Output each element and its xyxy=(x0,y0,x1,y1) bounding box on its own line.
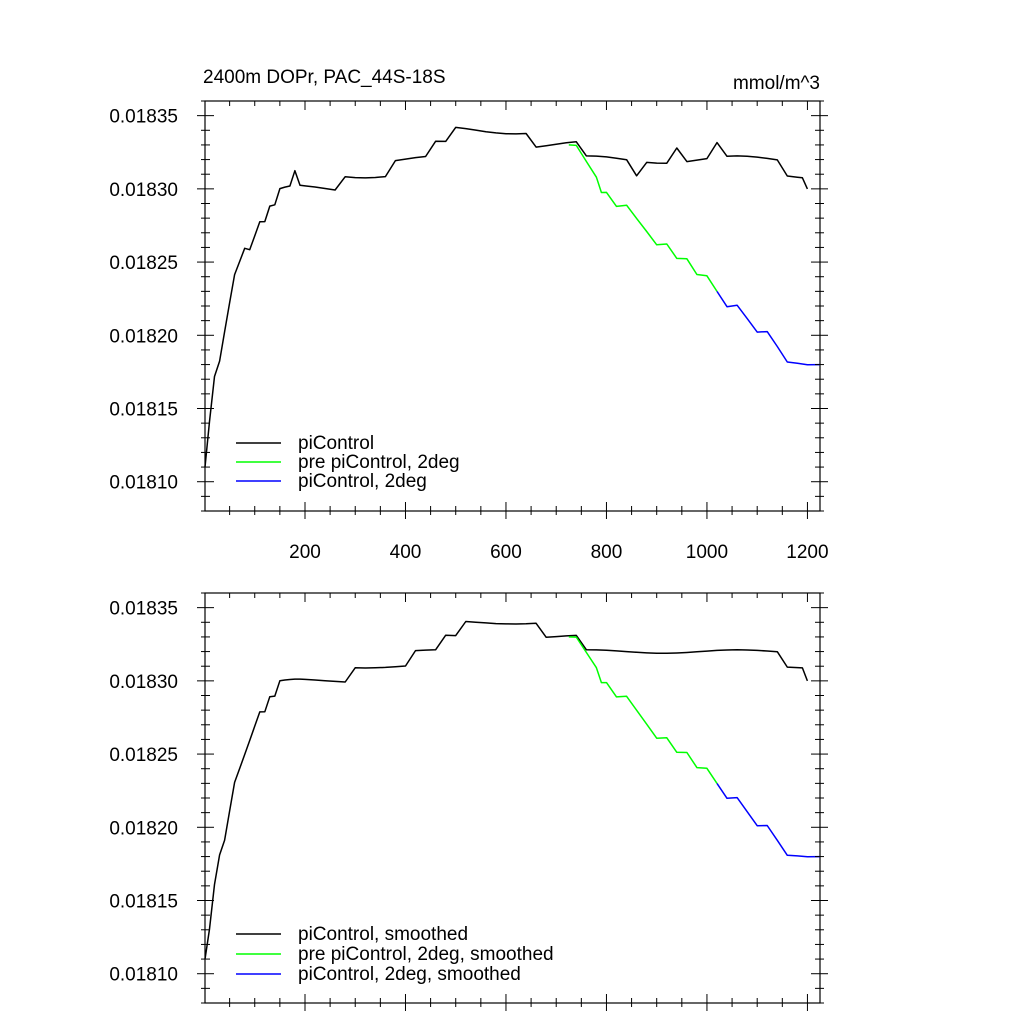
x-tick-label: 800 xyxy=(591,542,623,563)
y-tick-label: 0.01835 xyxy=(109,107,178,128)
legend-label: pre piControl, 2deg xyxy=(298,452,460,473)
legend-label: piControl xyxy=(298,433,374,454)
y-tick-label: 0.01835 xyxy=(109,599,178,620)
legend-label: piControl, 2deg, smoothed xyxy=(298,964,521,985)
y-tick-label: 0.01810 xyxy=(109,473,178,494)
x-tick-label: 1200 xyxy=(786,542,828,563)
x-tick-label: 200 xyxy=(289,542,321,563)
series-line-picontrol-2deg xyxy=(716,290,821,366)
top-panel: 2400m DOPr, PAC_44S-18S mmol/m^3 200 400 6… xyxy=(109,67,828,563)
x-tick-label: 600 xyxy=(490,542,522,563)
chart-title: 2400m DOPr, PAC_44S-18S xyxy=(203,67,446,88)
series-line-pre-picontrol-2deg-smoothed xyxy=(568,636,718,784)
legend-label: pre piControl, 2deg, smoothed xyxy=(298,944,554,965)
bottom-panel: 0.01835 0.01830 0.01825 0.01820 0.01815 0.018… xyxy=(109,592,828,1011)
y-tick-label: 0.01830 xyxy=(109,672,178,693)
series-line-picontrol xyxy=(204,126,809,468)
y-tick-label: 0.01820 xyxy=(109,818,178,839)
y-tick-label: 0.01820 xyxy=(109,326,178,347)
bottom-series-layer xyxy=(204,620,821,960)
top-tick-layer: 200 400 600 800 1000 1200 0.01835 0.01830 0.0182… xyxy=(109,100,829,563)
x-tick-label: 1000 xyxy=(686,542,728,563)
x-tick-label: 400 xyxy=(390,542,422,563)
top-series-layer xyxy=(204,126,821,468)
series-line-pre-picontrol-2deg xyxy=(568,144,718,292)
series-line-picontrol-2deg-smoothed xyxy=(716,782,821,858)
y-tick-label: 0.01810 xyxy=(109,965,178,986)
y-tick-label: 0.01825 xyxy=(109,745,178,766)
series-line-picontrol-smoothed xyxy=(204,620,809,960)
legend-label: piControl, 2deg xyxy=(298,471,427,492)
y-tick-label: 0.01825 xyxy=(109,253,178,274)
y-tick-label: 0.01830 xyxy=(109,180,178,201)
bottom-tick-layer: 0.01835 0.01830 0.01825 0.01820 0.01815 0.018… xyxy=(109,592,828,1011)
legend-label: piControl, smoothed xyxy=(298,924,468,945)
units-label: mmol/m^3 xyxy=(733,73,820,94)
y-tick-label: 0.01815 xyxy=(109,892,178,913)
y-tick-label: 0.01815 xyxy=(109,400,178,421)
